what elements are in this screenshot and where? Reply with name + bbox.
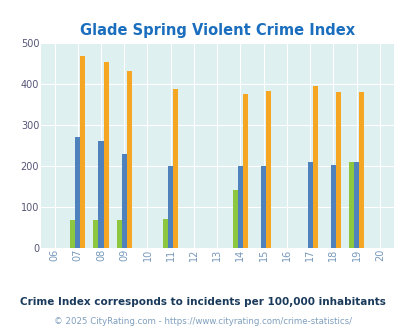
Bar [243, 94, 247, 248]
Bar [168, 166, 173, 248]
Bar [330, 165, 335, 248]
Bar [75, 137, 80, 248]
Bar [173, 89, 178, 248]
Bar [93, 220, 98, 248]
Bar [307, 162, 312, 248]
Bar [335, 92, 340, 248]
Bar [353, 162, 358, 248]
Bar [116, 220, 121, 248]
Bar [126, 71, 132, 248]
Bar [70, 220, 75, 248]
Bar [266, 91, 271, 248]
Title: Glade Spring Violent Crime Index: Glade Spring Violent Crime Index [79, 22, 354, 38]
Bar [122, 154, 126, 248]
Bar [103, 62, 109, 248]
Bar [80, 56, 85, 248]
Bar [232, 190, 237, 248]
Bar [98, 141, 103, 248]
Bar [237, 166, 243, 248]
Bar [348, 162, 353, 248]
Bar [358, 92, 363, 248]
Bar [312, 86, 317, 248]
Bar [163, 219, 168, 248]
Text: © 2025 CityRating.com - https://www.cityrating.com/crime-statistics/: © 2025 CityRating.com - https://www.city… [54, 317, 351, 326]
Text: Crime Index corresponds to incidents per 100,000 inhabitants: Crime Index corresponds to incidents per… [20, 297, 385, 307]
Bar [260, 166, 266, 248]
